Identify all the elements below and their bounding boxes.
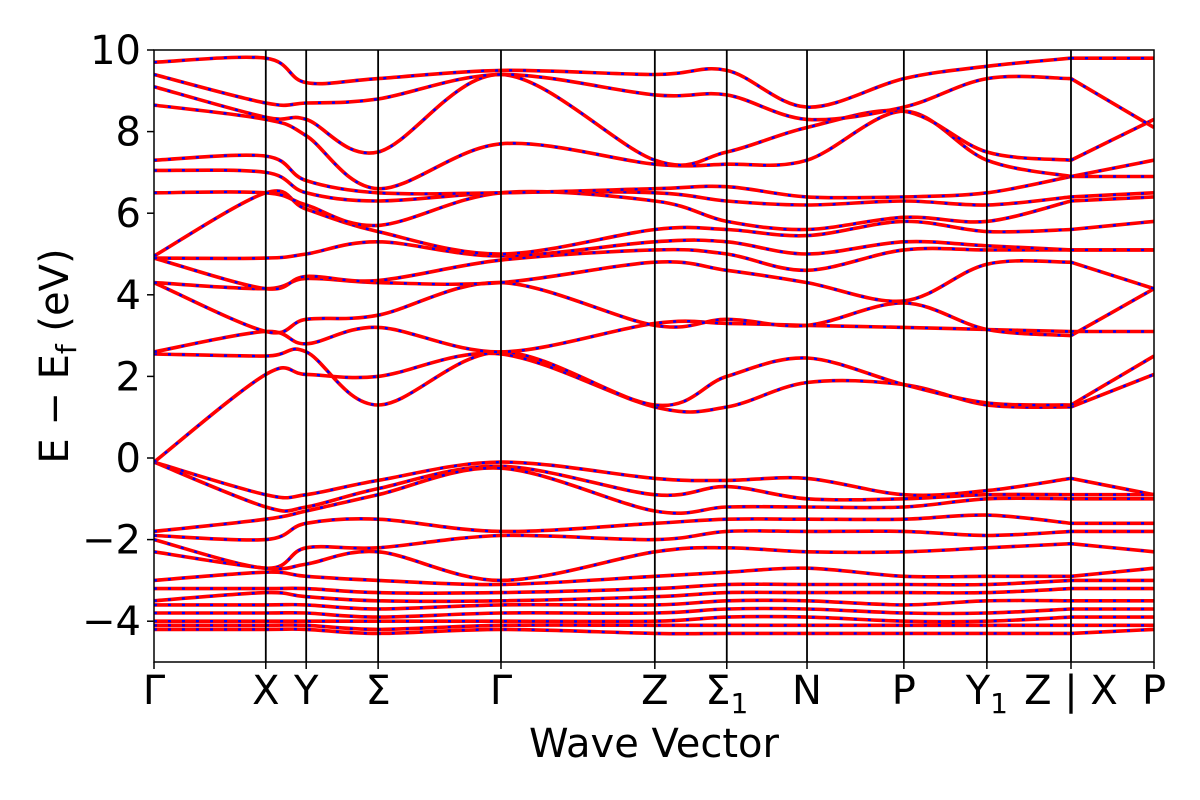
y-axis-label-sub: f	[50, 343, 83, 354]
band-9-seg-0-red	[154, 598, 1072, 611]
kpath-lines	[264, 50, 1072, 662]
y-tick-label: −4	[82, 599, 141, 645]
x-tick-label: Y1	[965, 668, 1008, 720]
band-27-seg-1-red	[1070, 77, 1154, 130]
band-11-seg-0-red	[154, 614, 1072, 624]
band-15-seg-1-red	[1070, 354, 1154, 407]
band-0-seg-0-blue	[154, 460, 1072, 499]
x-tick-label: Y	[293, 668, 319, 714]
band-10-seg-0-blue	[154, 607, 1072, 619]
band-14-seg-1-blue	[1070, 373, 1154, 409]
x-axis-label: Wave Vector	[529, 721, 780, 767]
band-6-seg-0-red	[154, 566, 1071, 587]
band-22-seg-0-red	[154, 189, 1072, 232]
y-axis-label-unit: (eV)	[32, 248, 78, 344]
band-28-seg-0-red	[154, 55, 1072, 109]
band-7-seg-0-blue	[154, 579, 1072, 595]
y-tick-label: −2	[82, 518, 141, 564]
x-tick-label: P	[892, 668, 916, 714]
y-tick-label: 10	[90, 28, 141, 74]
band-27-seg-0-red	[154, 72, 1072, 122]
band-11-seg-0-blue	[154, 615, 1072, 623]
plot-frame	[153, 49, 1155, 663]
band-24-seg-0-red	[154, 153, 1072, 200]
band-23-seg-0-red	[154, 168, 1072, 207]
x-tick-label: Σ1	[705, 668, 748, 720]
x-tick-label: X	[252, 668, 279, 714]
y-tick-label: 8	[116, 110, 141, 156]
band-13-seg-1-red	[1070, 627, 1154, 636]
band-22-seg-1-red	[1070, 195, 1154, 203]
band-12-seg-0-blue	[154, 623, 1071, 631]
band-0-seg-1-blue	[1070, 477, 1154, 496]
band-26-seg-0-red	[154, 72, 1072, 167]
y-axis-label: E − Ef (eV)	[32, 248, 83, 463]
y-tick-label: 0	[116, 436, 141, 482]
band-19-seg-0-blue	[154, 247, 1071, 291]
y-axis-ticks: −4 −2 0 2 4 6 8 10	[82, 28, 154, 645]
band-28-seg-0-blue	[154, 56, 1072, 109]
x-axis-ticks: Γ X Y Σ Γ Z Σ1 N P Y1 Z | X P	[143, 662, 1166, 720]
band-13-seg-0-blue	[154, 627, 1071, 635]
band-10-seg-0-red	[154, 606, 1072, 619]
band-1-seg-0-red	[154, 460, 1072, 513]
x-tick-label: Σ	[365, 668, 390, 714]
x-tick-label: Γ	[490, 668, 513, 714]
band-17-seg-0-blue	[154, 281, 1072, 337]
y-tick-label: 6	[116, 191, 141, 237]
band-6-seg-1-red	[1070, 566, 1154, 579]
band-8-seg-0-blue	[154, 587, 1072, 603]
band-16-seg-0-red	[154, 319, 1072, 354]
x-tick-label: N	[792, 668, 822, 714]
band-17-seg-1-red	[1070, 287, 1154, 338]
band-9-seg-0-blue	[154, 599, 1072, 611]
y-tick-label: 2	[116, 354, 141, 400]
band-0-seg-0-red	[154, 460, 1072, 500]
band-5-seg-0-blue	[154, 542, 1072, 582]
x-tick-label: Z | X	[1024, 668, 1118, 714]
band-23-seg-1-red	[1070, 191, 1154, 199]
y-axis-label-main: E − E	[32, 354, 78, 464]
band-15-seg-0-blue	[154, 347, 1072, 407]
y-tick-label: 4	[116, 273, 141, 319]
x-tick-label: Z	[641, 668, 668, 714]
bands-layer	[154, 55, 1154, 636]
band-15-seg-0-red	[154, 347, 1072, 408]
x-tick-label: Γ	[143, 668, 166, 714]
band-18-seg-1-blue	[1070, 261, 1154, 290]
band-14-seg-0-blue	[154, 352, 1072, 464]
band-4-seg-0-blue	[154, 529, 1072, 570]
x-tick-label: P	[1142, 668, 1166, 714]
band-26-seg-1-blue	[1070, 118, 1154, 162]
band-25-seg-1-blue	[1070, 159, 1154, 178]
band-2-seg-0-red	[154, 466, 1072, 534]
band-6-seg-0-blue	[154, 566, 1071, 586]
band-21-seg-1-red	[1070, 219, 1154, 232]
band-13-seg-0-red	[154, 627, 1071, 636]
band-20-seg-0-red	[154, 238, 1072, 261]
band-3-seg-0-blue	[154, 513, 1072, 542]
band-5-seg-1-red	[1070, 541, 1154, 554]
